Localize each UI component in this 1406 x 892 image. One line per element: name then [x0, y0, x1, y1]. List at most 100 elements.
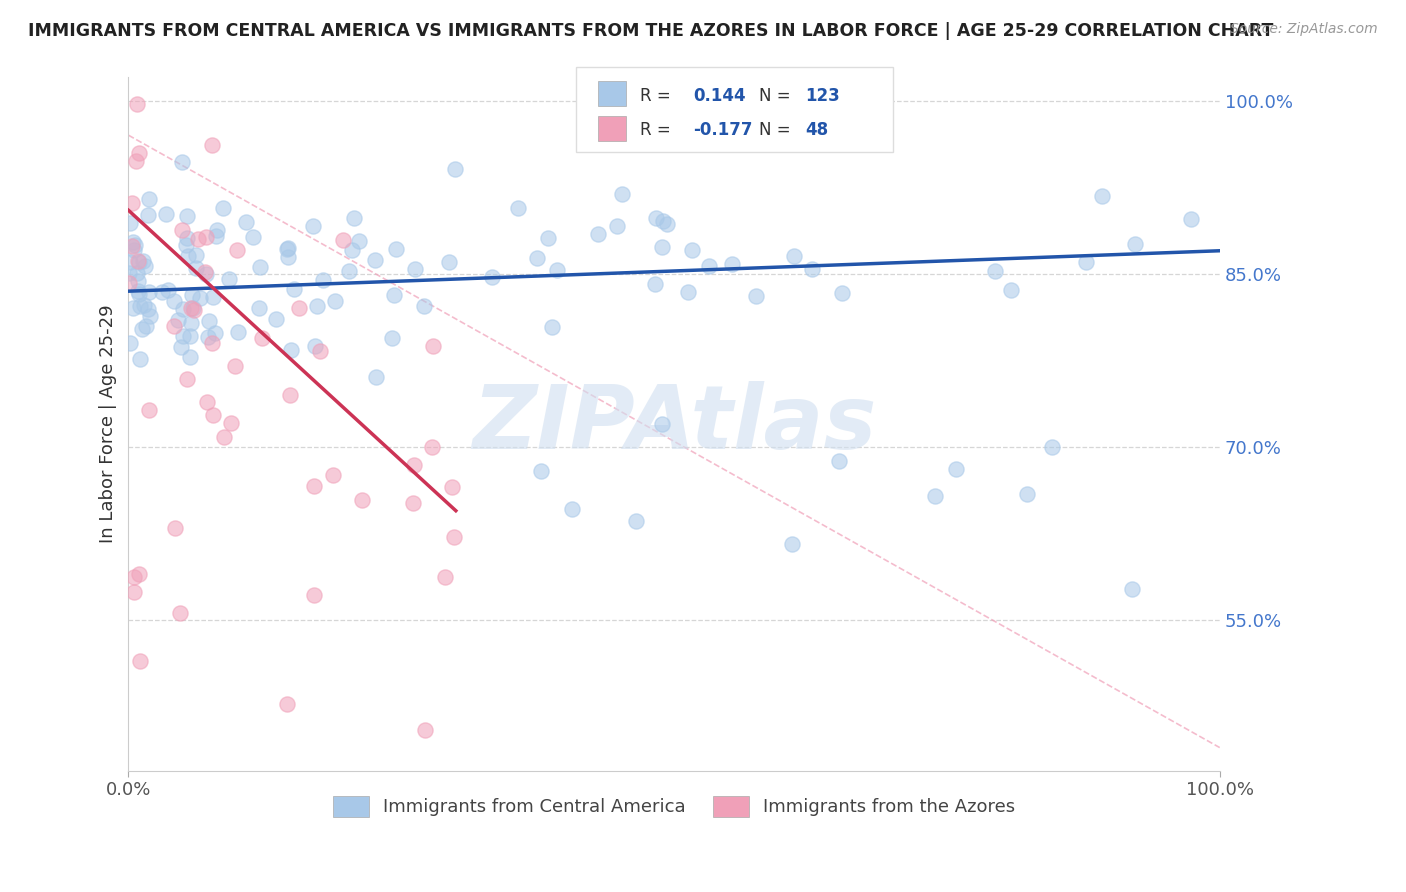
Point	[197, 314, 219, 328]
Point	[163, 521, 186, 535]
Point	[204, 229, 226, 244]
Point	[183, 302, 205, 317]
Point	[224, 359, 246, 373]
Point	[218, 272, 240, 286]
Point	[197, 330, 219, 344]
Text: 0.144: 0.144	[693, 87, 745, 104]
Point	[780, 536, 803, 550]
Point	[124, 238, 146, 252]
Point	[402, 458, 425, 472]
Point	[1040, 440, 1063, 454]
Point	[800, 262, 823, 277]
Point	[561, 501, 583, 516]
Point	[924, 489, 946, 503]
Point	[304, 339, 326, 353]
Point	[176, 231, 198, 245]
Point	[302, 219, 325, 234]
Point	[651, 239, 673, 253]
Text: Source: ZipAtlas.com: Source: ZipAtlas.com	[1230, 22, 1378, 37]
Point	[288, 301, 311, 315]
Point	[645, 211, 668, 225]
Point	[226, 325, 249, 339]
Point	[337, 263, 360, 277]
Point	[420, 440, 443, 454]
Point	[276, 697, 298, 711]
Point	[188, 291, 211, 305]
Point	[481, 270, 503, 285]
Point	[157, 284, 180, 298]
Point	[1000, 283, 1022, 297]
Point	[118, 336, 141, 351]
Text: N =: N =	[759, 87, 796, 104]
Text: IMMIGRANTS FROM CENTRAL AMERICA VS IMMIGRANTS FROM THE AZORES IN LABOR FORCE | A: IMMIGRANTS FROM CENTRAL AMERICA VS IMMIG…	[28, 22, 1274, 40]
Point	[413, 723, 436, 738]
Point	[413, 299, 436, 313]
Point	[721, 257, 744, 271]
Point	[172, 329, 194, 343]
Point	[382, 287, 405, 301]
Point	[129, 351, 152, 366]
Point	[128, 287, 150, 301]
Point	[381, 330, 404, 344]
Point	[219, 416, 242, 430]
Point	[204, 326, 226, 340]
Point	[181, 288, 204, 302]
Point	[201, 335, 224, 350]
Text: N =: N =	[759, 121, 796, 139]
Point	[155, 207, 177, 221]
Point	[150, 285, 173, 299]
Point	[117, 277, 139, 291]
Text: 48: 48	[806, 121, 828, 139]
Point	[201, 137, 224, 152]
Point	[176, 372, 198, 386]
Point	[134, 259, 156, 273]
Point	[537, 231, 560, 245]
Point	[118, 266, 141, 280]
Point	[187, 232, 209, 246]
Point	[828, 454, 851, 468]
Point	[264, 312, 287, 326]
Point	[136, 208, 159, 222]
Point	[179, 350, 201, 364]
Point	[443, 530, 465, 544]
Point	[125, 153, 148, 168]
Point	[172, 301, 194, 316]
Point	[280, 343, 302, 358]
Point	[676, 285, 699, 299]
Point	[202, 289, 225, 303]
Point	[172, 155, 194, 169]
Point	[350, 492, 373, 507]
Point	[249, 260, 271, 274]
Point	[681, 244, 703, 258]
Point	[444, 162, 467, 177]
Point	[546, 263, 568, 277]
Point	[127, 274, 149, 288]
Point	[541, 320, 564, 334]
Point	[176, 249, 198, 263]
Point	[434, 570, 457, 584]
Point	[201, 408, 224, 422]
Point	[1017, 487, 1039, 501]
Point	[179, 329, 201, 343]
Point	[176, 210, 198, 224]
Point	[194, 230, 217, 244]
Point	[184, 260, 207, 275]
Point	[278, 388, 301, 402]
Text: 123: 123	[806, 87, 841, 104]
Point	[283, 282, 305, 296]
Point	[440, 480, 463, 494]
Point	[307, 299, 329, 313]
Point	[530, 464, 553, 478]
Point	[745, 289, 768, 303]
Point	[122, 235, 145, 250]
Point	[945, 462, 967, 476]
Point	[207, 223, 229, 237]
Point	[343, 211, 366, 226]
Point	[170, 341, 193, 355]
Point	[242, 229, 264, 244]
Point	[652, 214, 675, 228]
Point	[180, 316, 202, 330]
Text: ZIPAtlas: ZIPAtlas	[472, 381, 876, 467]
Point	[1125, 237, 1147, 252]
Legend: Immigrants from Central America, Immigrants from the Azores: Immigrants from Central America, Immigra…	[325, 789, 1022, 824]
